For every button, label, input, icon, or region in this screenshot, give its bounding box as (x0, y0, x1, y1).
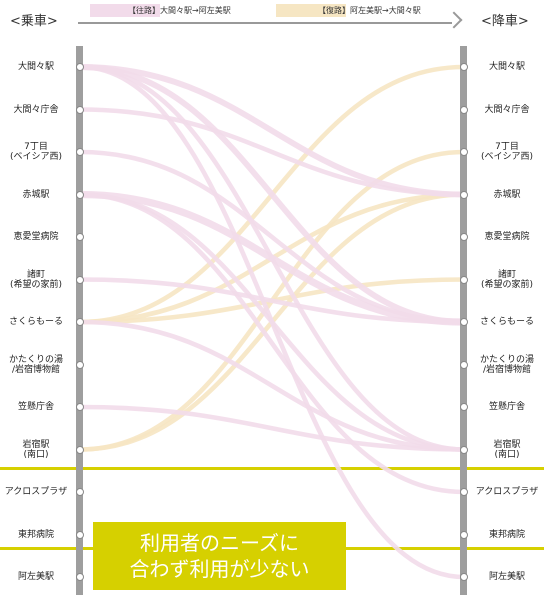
flow-curve-outbound (79, 190, 465, 326)
alighting-stop-dot (460, 63, 468, 71)
boarding-stop-dot (76, 445, 84, 454)
boarding-stop-label: 赤城駅 (22, 189, 50, 200)
boarding-stop-label: 大間々駅 (17, 62, 54, 72)
alighting-header: <降車> (481, 14, 529, 29)
boarding-header: <乗車> (10, 14, 58, 29)
alighting-stop-label: かたくりの湯/岩宿博物館 (479, 354, 534, 375)
boarding-stop-dot (76, 190, 84, 199)
boarding-stop-dot (76, 573, 84, 581)
boarding-stop-label: 大間々庁舎 (13, 104, 59, 115)
callout-line-1: 利用者のニーズに (140, 531, 299, 555)
flow-curve-outbound (79, 64, 465, 325)
alighting-stop-dot (460, 148, 468, 156)
alighting-stop-dot (460, 190, 468, 199)
legend-swatch-outbound (90, 4, 160, 17)
boarding-stop-dot (76, 105, 84, 114)
boarding-stop-dot (76, 318, 84, 326)
alighting-stop-label: 笠懸庁舎 (488, 402, 525, 412)
boarding-stop-dot (76, 488, 84, 496)
boarding-stop-dot (76, 530, 84, 539)
alighting-stop-label: 岩宿駅 (南口) (493, 439, 521, 460)
alighting-stop-dot (460, 233, 468, 241)
boarding-stop-dot (76, 403, 84, 411)
boarding-stop-label: 7丁目 (ベイシア西) (9, 142, 63, 162)
legend-swatch-return (276, 4, 346, 17)
alighting-stop-label: 東邦病院 (488, 529, 525, 540)
boarding-stop-dot (76, 275, 84, 284)
alighting-stop-label: 阿左美駅 (488, 572, 525, 582)
boarding-stop-dot (76, 233, 84, 241)
alighting-stop-label: 大間々駅 (488, 62, 525, 72)
alighting-stop-label: 7丁目 (ベイシア西) (480, 142, 534, 162)
boarding-stop-label: かたくりの湯/岩宿博物館 (8, 354, 63, 375)
boarding-stop-label: 東邦病院 (17, 529, 54, 540)
boarding-stop-label: 笠懸庁舎 (17, 402, 54, 412)
alighting-stop-label: 恵愛堂病院 (484, 232, 530, 242)
callout-line-2: 合わず利用が少ない (129, 557, 310, 581)
legend-label-outbound: 【往路】大間々駅→阿左美駅 (128, 6, 231, 15)
boarding-stop-label: アクロスプラザ (4, 487, 68, 497)
alighting-stop-dot (460, 318, 468, 326)
alighting-stop-dot (460, 105, 468, 114)
boarding-stop-dot (76, 360, 84, 369)
direction-arrow-line (78, 22, 452, 24)
boarding-stop-label: 阿左美駅 (17, 572, 54, 582)
alighting-stop-label: アクロスプラザ (475, 487, 539, 497)
flow-curve-outbound (79, 192, 465, 495)
alighting-stop-dot (460, 573, 468, 581)
alighting-stop-label: 諸町 (希望の家前) (480, 269, 534, 290)
boarding-stop-label: さくらもーる (8, 317, 63, 327)
flow-curve-outbound (79, 107, 465, 197)
boarding-stop-label: 恵愛堂病院 (13, 232, 59, 242)
boarding-stop-label: 岩宿駅 (南口) (22, 439, 50, 460)
flow-curve-outbound (79, 277, 465, 325)
alighting-stop-dot (460, 445, 468, 454)
alighting-stop-label: さくらもーる (479, 317, 534, 327)
alighting-stop-label: 大間々庁舎 (484, 104, 530, 115)
alighting-stop-dot (460, 530, 468, 539)
boarding-stop-dot (76, 148, 84, 156)
boarding-stop-dot (76, 63, 84, 71)
callout-box: 利用者のニーズに 合わず利用が少ない (93, 522, 346, 590)
flow-curve-outbound (79, 319, 465, 452)
flow-curve-outbound (79, 404, 465, 452)
alighting-stop-label: 赤城駅 (493, 189, 521, 200)
flow-curve-outbound (79, 149, 465, 325)
legend-label-return: 【復路】阿左美駅→大間々駅 (318, 6, 421, 15)
alighting-stop-dot (460, 360, 468, 369)
alighting-stop-dot (460, 275, 468, 284)
boarding-stop-label: 諸町 (希望の家前) (9, 269, 63, 290)
alighting-stop-dot (460, 403, 468, 411)
alighting-stop-dot (460, 488, 468, 496)
